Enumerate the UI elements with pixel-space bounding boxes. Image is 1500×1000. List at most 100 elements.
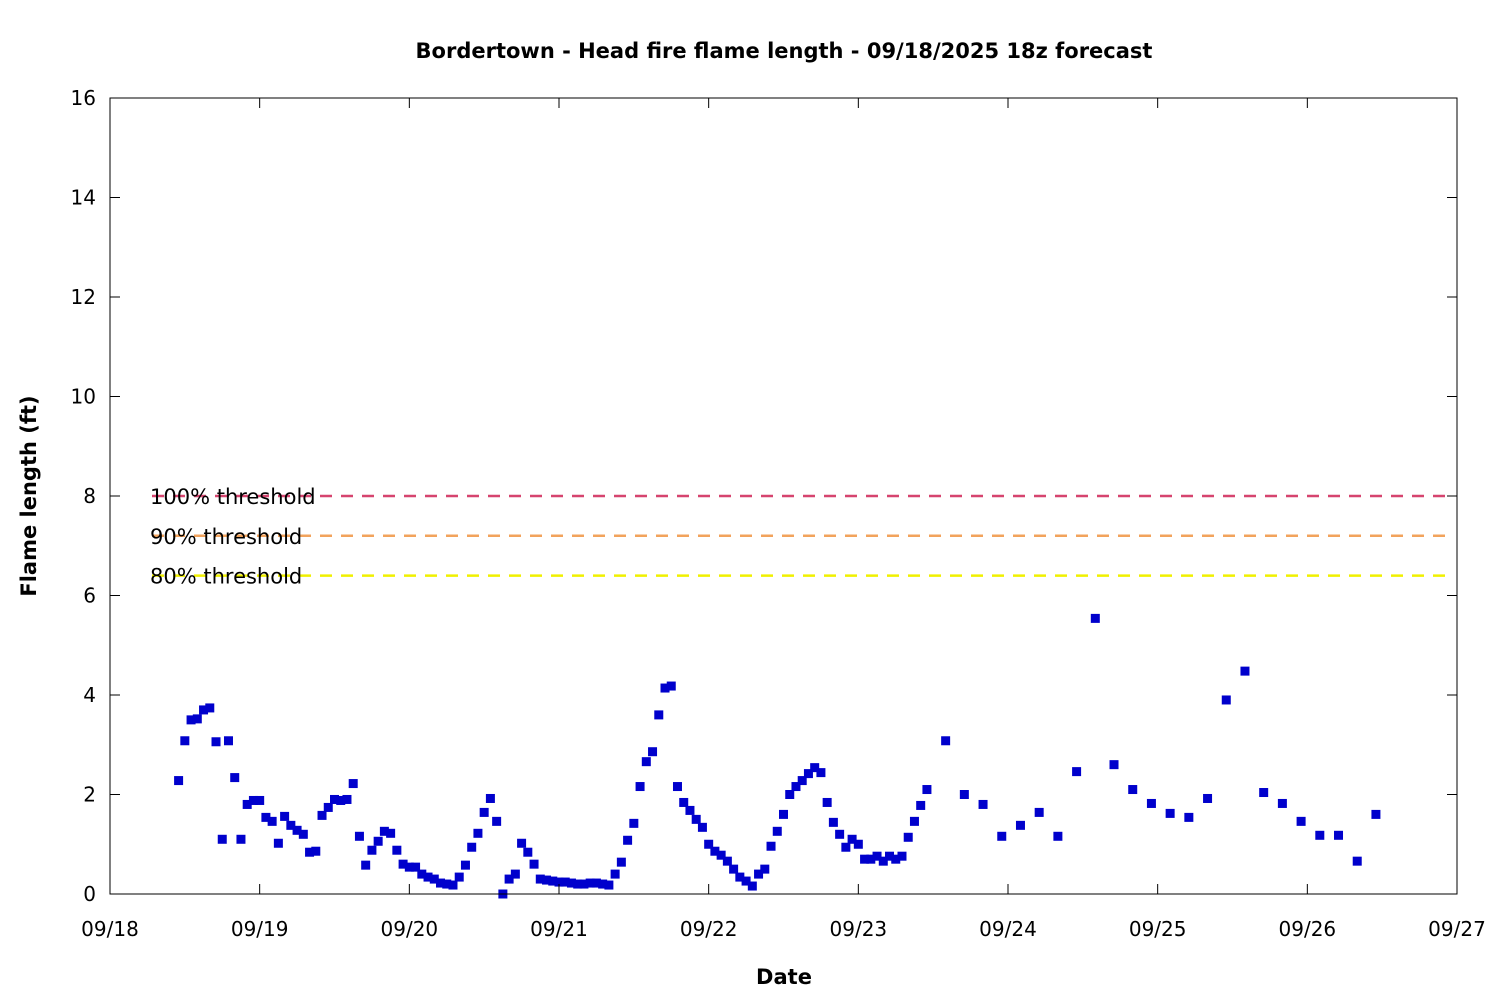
y-tick-label: 14 [71,186,96,210]
y-axis: 0 2 4 6 8 10 12 14 16 [71,86,1457,906]
y-tick-label: 2 [83,783,96,807]
data-point [429,874,439,884]
x-tick-label: 09/20 [381,917,439,941]
data-point [629,818,639,828]
data-point [348,779,358,789]
data-point [436,878,446,888]
data-point [517,838,527,848]
data-point [922,785,932,795]
data-point [342,794,352,804]
data-point [672,782,682,792]
data-point [616,857,626,867]
data-point [878,856,888,866]
y-axis-label: Flame length (ft) [17,395,41,596]
data-point [473,828,483,838]
data-point [542,875,552,885]
data-point [697,822,707,832]
data-point [535,874,545,884]
data-point [1203,793,1213,803]
x-tick-label: 09/22 [680,917,738,941]
data-point [959,790,969,799]
x-tick-label: 09/25 [1129,917,1187,941]
data-point [1296,816,1306,826]
data-point [1015,820,1025,830]
data-point [242,799,252,809]
x-axis: 09/18 09/19 09/20 09/21 09/22 09/23 09/24 09/25… [81,98,1486,941]
data-point [504,874,514,884]
data-point [785,790,795,799]
data-point [1352,856,1362,866]
data-point [704,839,714,849]
data-point [797,776,807,786]
x-axis-label: Date [756,965,812,989]
data-point [398,859,408,869]
data-point [716,850,726,860]
x-tick-label: 09/19 [231,917,289,941]
data-point [909,816,919,826]
data-point [367,845,377,855]
data-point [467,842,477,852]
y-tick-label: 4 [83,683,96,707]
data-point [666,681,676,691]
data-point [1034,807,1044,817]
data-point [417,869,427,879]
data-point [411,862,421,872]
data-point [255,795,265,805]
x-tick-label: 09/26 [1279,917,1337,941]
data-points [174,613,1381,899]
data-point [1165,808,1175,818]
data-point [1090,613,1100,623]
y-tick-label: 8 [83,484,96,508]
chart-title: Bordertown - Head fire flame length - 09… [416,39,1153,63]
data-point [1240,666,1250,676]
data-point [1184,812,1194,822]
data-point [760,864,770,874]
data-point [766,841,776,851]
data-point [610,869,620,879]
data-point [916,800,926,810]
data-point [803,769,813,779]
data-point [660,683,670,693]
data-point [548,876,558,886]
x-tick-label: 09/24 [979,917,1037,941]
data-point [635,782,645,792]
data-point [460,860,470,870]
data-point [1128,785,1138,795]
y-tick-label: 10 [71,385,96,409]
data-point [747,881,757,891]
data-point [510,869,520,879]
data-point [311,846,321,856]
data-point [211,737,221,747]
data-point [591,878,601,888]
threshold-label: 90% threshold [150,525,302,549]
data-point [885,851,895,861]
data-point [529,859,539,869]
data-point [566,878,576,888]
data-point [1259,788,1269,798]
data-point [872,851,882,861]
data-point [654,710,664,720]
data-point [1146,798,1156,808]
data-point [1072,767,1082,777]
data-point [192,714,202,724]
data-point [373,836,383,846]
data-point [199,705,209,715]
data-point [323,802,333,812]
x-tick-label: 09/27 [1428,917,1486,941]
data-point [361,860,371,870]
threshold-label: 80% threshold [150,565,302,589]
data-point [1277,798,1287,808]
data-point [791,782,801,792]
data-point [248,795,258,805]
data-point [754,869,764,879]
data-point [860,854,870,864]
data-point [236,834,246,844]
data-point [585,878,595,888]
y-tick-label: 12 [71,285,96,309]
data-point [479,807,489,817]
data-point [423,872,433,882]
data-point [847,834,857,844]
data-point [841,842,851,852]
data-point [330,794,339,804]
